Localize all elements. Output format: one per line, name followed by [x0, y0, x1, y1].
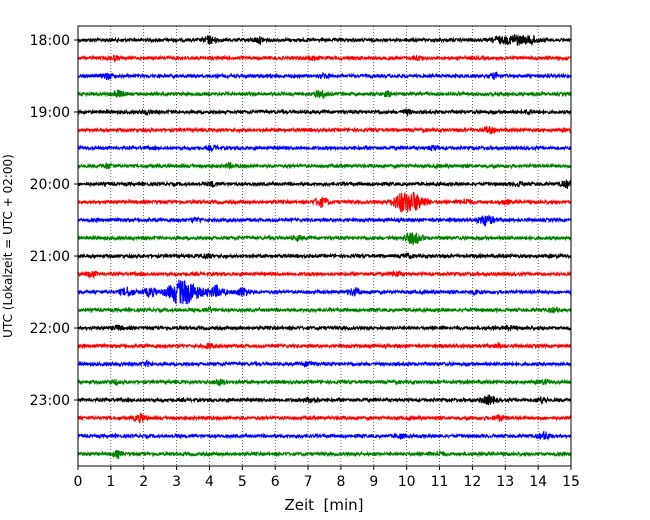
x-tick-label: 13 [496, 474, 514, 490]
seismic-trace [77, 125, 572, 135]
y-tick-label: 22:00 [30, 321, 70, 337]
x-tick-label: 7 [304, 474, 313, 490]
seismic-trace [77, 430, 572, 442]
seismic-trace [77, 359, 572, 369]
seismic-trace [77, 269, 572, 280]
seismic-trace [77, 108, 572, 117]
x-tick-label: 4 [205, 474, 214, 490]
seismic-trace [77, 378, 572, 387]
trace-group [77, 34, 572, 461]
seismic-trace [77, 231, 572, 246]
x-tick-label: 15 [562, 474, 580, 490]
seismic-trace [77, 161, 572, 171]
x-tick-label: 10 [398, 474, 416, 490]
vertical-gridlines [110, 26, 539, 466]
seismic-trace [77, 179, 572, 189]
x-tick-label: 1 [106, 474, 115, 490]
y-tick-label: 20:00 [30, 177, 70, 193]
x-tick-label: 11 [431, 474, 449, 490]
x-tick-label: 5 [238, 474, 247, 490]
y-tick-label: 21:00 [30, 249, 70, 265]
seismic-trace [77, 279, 572, 305]
x-tick-label: 9 [369, 474, 378, 490]
seismic-trace [77, 324, 572, 332]
seismic-trace [77, 252, 572, 261]
x-tick-label: 6 [271, 474, 280, 490]
seismic-trace [77, 305, 572, 315]
y-tick-label: 19:00 [30, 105, 70, 121]
seismic-trace [77, 54, 572, 64]
x-axis-label: Zeit [min] [284, 496, 363, 514]
seismic-trace [77, 34, 572, 46]
y-axis-ticks: 18:00 19:00 20:00 21:00 22:00 23:00 [30, 33, 78, 409]
seismic-trace [77, 214, 572, 227]
y-tick-label: 23:00 [30, 393, 70, 409]
seismic-trace [77, 89, 572, 100]
plot-frame [77, 25, 572, 467]
seismic-trace [77, 394, 572, 406]
x-tick-label: 8 [336, 474, 345, 490]
x-tick-label: 3 [172, 474, 181, 490]
seismic-trace [77, 143, 572, 153]
x-tick-label: 14 [529, 474, 547, 490]
x-tick-label: 12 [463, 474, 481, 490]
seismic-trace [77, 71, 572, 81]
x-axis-ticks: 0 1 2 3 4 5 6 7 8 9 10 11 12 13 14 15 [74, 466, 580, 490]
seismic-trace [77, 412, 572, 424]
x-tick-label: 2 [139, 474, 148, 490]
seismic-trace [77, 449, 572, 461]
seismic-trace [77, 191, 572, 214]
y-tick-label: 18:00 [30, 33, 70, 49]
x-tick-label: 0 [74, 474, 83, 490]
y-axis-label: UTC (Lokalzeit = UTC + 02:00) [1, 154, 15, 338]
seismic-trace [77, 341, 572, 350]
